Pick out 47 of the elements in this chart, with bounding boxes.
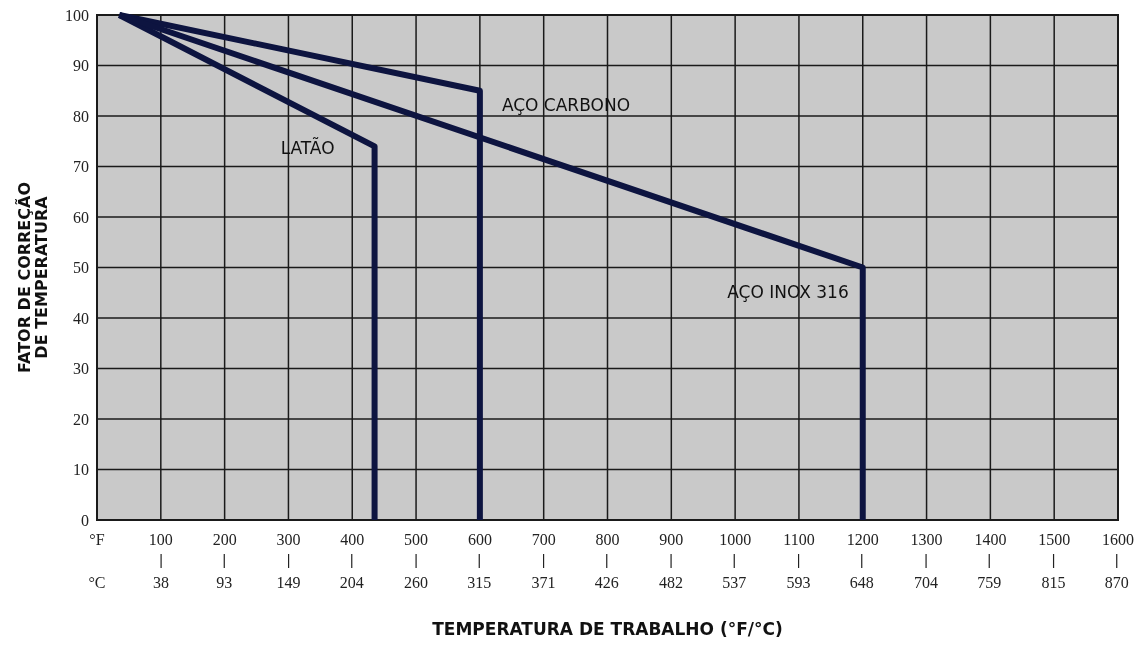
- x-tick-label: 900: [659, 531, 684, 548]
- x-tick-label: 1000: [719, 531, 752, 548]
- x2-tick-label: 870: [1104, 574, 1129, 591]
- y-tick-label: 0: [81, 511, 89, 529]
- x2-tick-label: 648: [849, 574, 874, 591]
- x2-tick-label: 315: [467, 574, 492, 591]
- x2-tick-label: 537: [722, 574, 747, 591]
- y-tick-label: 50: [73, 259, 89, 277]
- x-tick-label: 1300: [910, 531, 943, 548]
- x2-tick-label: 593: [786, 574, 811, 591]
- x-axis-title: TEMPERATURA DE TRABALHO (°F/°C): [432, 619, 783, 639]
- x2-tick-label: 204: [339, 574, 364, 591]
- x-tick-label: 800: [595, 531, 620, 548]
- x2-tick-label: °C: [88, 574, 106, 591]
- x-tick-label: 700: [531, 531, 556, 548]
- x2-tick-label: 759: [977, 574, 1002, 591]
- x-tick-label: 500: [404, 531, 429, 548]
- x-tick-label: 400: [340, 531, 365, 548]
- x2-tick-label: 482: [659, 574, 684, 591]
- y-tick-label: 80: [73, 107, 89, 125]
- x-tick-label: 300: [276, 531, 301, 548]
- x-tick-label: °F: [89, 531, 105, 548]
- x-tick-label: 1200: [846, 531, 879, 548]
- x-tick-label: 600: [467, 531, 492, 548]
- y-tick-label: 100: [65, 6, 89, 24]
- x2-tick-label: 371: [531, 574, 556, 591]
- y-tick-label: 90: [73, 57, 89, 75]
- y-tick-label: 70: [73, 158, 89, 176]
- x-tick-label: 1400: [974, 531, 1007, 548]
- y-tick-label: 10: [73, 461, 89, 479]
- y-tick-label: 30: [73, 360, 89, 378]
- x-tick-label: 1100: [783, 531, 815, 548]
- y-tick-label: 40: [73, 309, 89, 327]
- x2-tick-label: 815: [1041, 574, 1066, 591]
- y-tick-label: 60: [73, 208, 89, 226]
- x-tick-label: 1600: [1102, 531, 1134, 548]
- x2-tick-label: 426: [594, 574, 619, 591]
- x2-tick-label: 93: [216, 574, 233, 591]
- y-axis-title: FATOR DE CORREÇÃO DE TEMPERATURA: [15, 181, 51, 374]
- y-tick-label: 20: [73, 410, 89, 428]
- x-tick-label: 1500: [1038, 531, 1071, 548]
- x2-tick-label: 149: [276, 574, 301, 591]
- x2-tick-label: 260: [404, 574, 429, 591]
- x2-tick-label: 704: [914, 574, 939, 591]
- x-tick-label: 200: [212, 531, 237, 548]
- x2-tick-label: 38: [153, 574, 170, 591]
- x-tick-label: 100: [148, 531, 173, 548]
